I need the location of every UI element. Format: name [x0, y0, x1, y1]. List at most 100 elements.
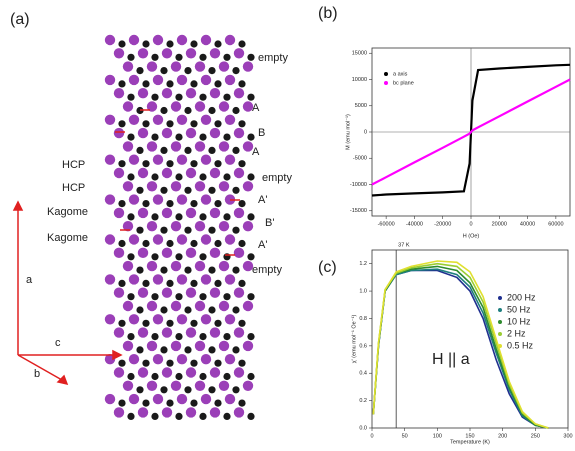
atom [190, 40, 197, 47]
x-tick-label: 0 [370, 433, 373, 439]
atom [201, 115, 211, 125]
layer-label: A' [258, 239, 267, 251]
atom [142, 400, 149, 407]
atom [219, 61, 229, 71]
atom [162, 327, 172, 337]
legend-label: 10 Hz [507, 316, 531, 326]
atom [138, 248, 148, 258]
atom [153, 194, 163, 204]
atom [153, 35, 163, 45]
x-tick-label: 300 [563, 433, 572, 439]
atom [138, 407, 148, 417]
atom [177, 75, 187, 85]
atom [232, 267, 239, 274]
atom [118, 120, 125, 127]
atom [190, 280, 197, 287]
atom [177, 314, 187, 324]
atom [162, 288, 172, 298]
atom [201, 75, 211, 85]
atom [142, 120, 149, 127]
atom [127, 253, 134, 260]
atom [243, 61, 253, 71]
atom [166, 120, 173, 127]
atom [210, 288, 220, 298]
atom [210, 248, 220, 258]
atom [210, 208, 220, 218]
atom [160, 306, 167, 313]
atom [214, 120, 221, 127]
atom [105, 155, 115, 165]
atom [105, 274, 115, 284]
atom [184, 67, 191, 74]
atom [238, 320, 245, 327]
x-axis-title: Temperature (K) [450, 439, 490, 445]
atom [247, 134, 254, 141]
legend-marker [384, 81, 388, 85]
atom [175, 333, 182, 340]
atom [171, 301, 181, 311]
atom [136, 67, 143, 74]
atom [195, 381, 205, 391]
atom [199, 213, 206, 220]
atom [127, 413, 134, 420]
atom [136, 346, 143, 353]
atom [162, 168, 172, 178]
layer-label: A [252, 146, 260, 158]
atom [151, 253, 158, 260]
atom [175, 134, 182, 141]
atom [195, 141, 205, 151]
atom [147, 381, 157, 391]
atom [186, 88, 196, 98]
atom [129, 194, 139, 204]
y-tick-label: 0.4 [359, 371, 367, 377]
atom [166, 320, 173, 327]
atom [171, 61, 181, 71]
atom [208, 67, 215, 74]
atom [223, 54, 230, 61]
atom [162, 128, 172, 138]
atom [162, 367, 172, 377]
atom [114, 407, 124, 417]
legend-label: 200 Hz [507, 292, 536, 302]
atom [214, 320, 221, 327]
layer-label: empty [262, 172, 292, 184]
atom [151, 173, 158, 180]
atom [151, 373, 158, 380]
atom [225, 155, 235, 165]
atom [223, 134, 230, 141]
atom [118, 40, 125, 47]
atom [190, 160, 197, 167]
atom [171, 341, 181, 351]
atom [219, 341, 229, 351]
atom [114, 208, 124, 218]
atom [166, 40, 173, 47]
legend-marker [498, 332, 502, 336]
atom [123, 141, 133, 151]
atom [201, 155, 211, 165]
atom [153, 354, 163, 364]
axis-label: c [55, 337, 61, 349]
atom [129, 234, 139, 244]
atom [151, 213, 158, 220]
atom [219, 141, 229, 151]
layer-label: Kagome [47, 206, 88, 218]
atom [138, 327, 148, 337]
atom [201, 314, 211, 324]
atom [219, 381, 229, 391]
atom [214, 200, 221, 207]
atom [162, 88, 172, 98]
x-axis-title: H (Oe) [463, 233, 480, 239]
atom [166, 80, 173, 87]
x-tick-label: 100 [433, 433, 442, 439]
atom [234, 88, 244, 98]
atom [138, 367, 148, 377]
atom [171, 221, 181, 231]
y-tick-label: -15000 [350, 208, 367, 214]
atom [153, 155, 163, 165]
atom [190, 80, 197, 87]
atom [199, 173, 206, 180]
y-tick-label: 1.0 [359, 289, 367, 295]
y-tick-label: 10000 [352, 77, 367, 83]
legend-marker [498, 296, 502, 300]
atom [186, 327, 196, 337]
